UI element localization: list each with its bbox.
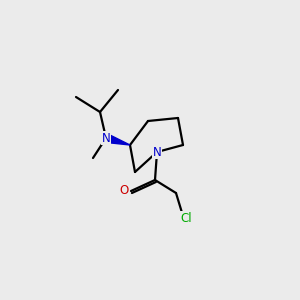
Text: N: N (102, 131, 110, 145)
Text: N: N (153, 146, 161, 158)
Polygon shape (105, 134, 130, 145)
Text: Cl: Cl (180, 212, 192, 224)
Text: O: O (119, 184, 129, 197)
